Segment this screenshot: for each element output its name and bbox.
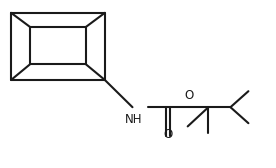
Text: O: O bbox=[163, 128, 172, 141]
Text: NH: NH bbox=[125, 113, 143, 126]
Text: O: O bbox=[184, 89, 194, 102]
